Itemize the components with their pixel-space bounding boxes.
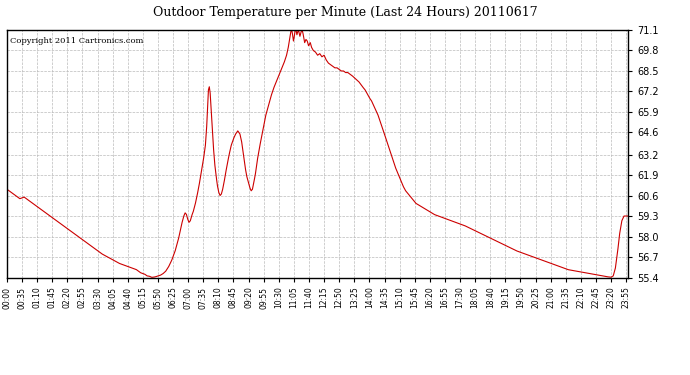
Text: Copyright 2011 Cartronics.com: Copyright 2011 Cartronics.com [10,38,144,45]
Text: Outdoor Temperature per Minute (Last 24 Hours) 20110617: Outdoor Temperature per Minute (Last 24 … [152,6,538,19]
